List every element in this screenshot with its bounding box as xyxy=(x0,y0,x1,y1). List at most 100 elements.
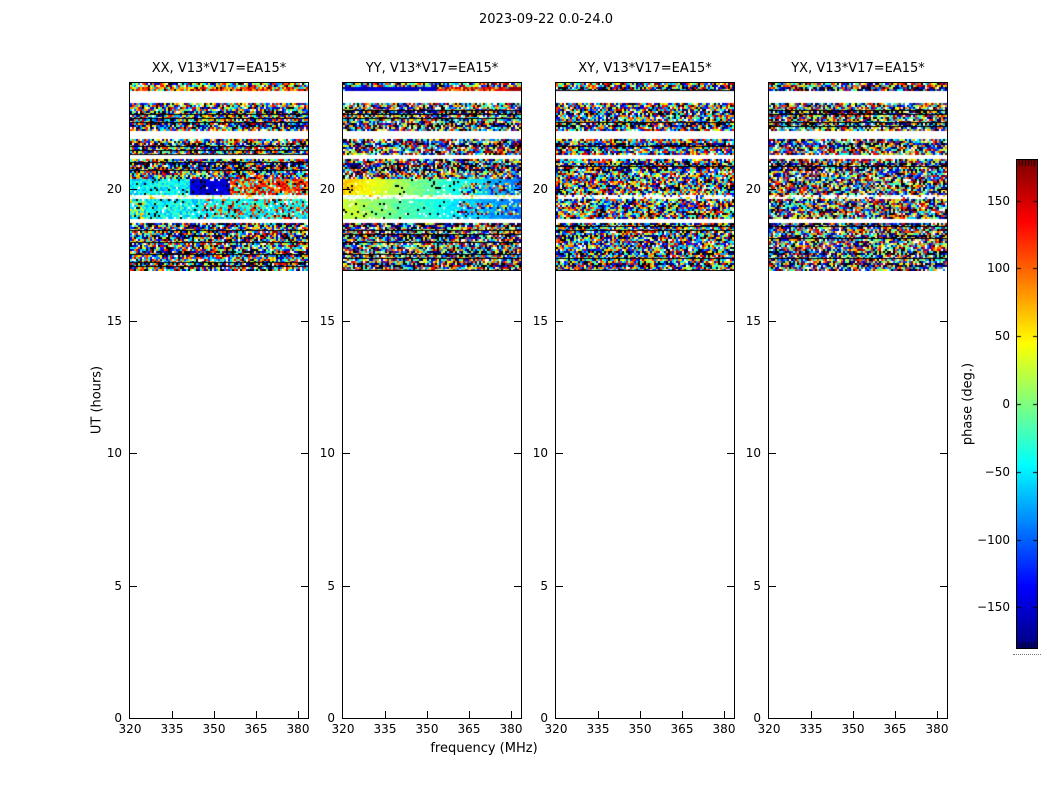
y-tick-label: 5 xyxy=(540,579,548,593)
y-tick-mark xyxy=(343,321,350,322)
x-tick-label: 320 xyxy=(757,722,781,736)
x-tick-mark xyxy=(937,711,938,718)
y-tick-label: 15 xyxy=(319,314,335,328)
y-tick-mark xyxy=(727,189,734,190)
x-tick-mark xyxy=(256,711,257,718)
y-tick-mark xyxy=(727,586,734,587)
y-tick-mark xyxy=(940,321,947,322)
colorbar-dotted-line xyxy=(1013,654,1041,655)
y-tick-mark xyxy=(769,189,776,190)
yy-phase-image xyxy=(343,83,521,271)
colorbar-gradient xyxy=(1017,160,1037,648)
x-tick-label: 350 xyxy=(202,722,226,736)
y-tick-label: 0 xyxy=(327,711,335,725)
x-tick-label: 335 xyxy=(586,722,610,736)
colorbar-tick-label: 50 xyxy=(994,329,1010,343)
y-axis-label: UT (hours) xyxy=(89,365,105,435)
x-tick-label: 365 xyxy=(244,722,268,736)
x-tick-label: 380 xyxy=(925,722,949,736)
x-tick-mark xyxy=(811,711,812,718)
y-tick-label: 15 xyxy=(745,314,761,328)
panel-xx: XX, V13*V17=EA15* xyxy=(129,61,309,719)
y-tick-mark xyxy=(940,453,947,454)
figure-title: 2023-09-22 0.0-24.0 xyxy=(479,12,613,27)
x-tick-mark xyxy=(682,711,683,718)
colorbar-tick-label: 0 xyxy=(1002,397,1010,411)
y-tick-label: 10 xyxy=(106,446,122,460)
x-tick-mark xyxy=(511,711,512,718)
y-tick-mark xyxy=(556,586,563,587)
x-tick-mark xyxy=(640,711,641,718)
y-tick-label: 10 xyxy=(745,446,761,460)
y-tick-label: 15 xyxy=(106,314,122,328)
panel-yx: YX, V13*V17=EA15* xyxy=(768,61,948,719)
y-tick-mark xyxy=(514,189,521,190)
x-tick-mark xyxy=(214,711,215,718)
y-tick-label: 0 xyxy=(114,711,122,725)
x-tick-label: 320 xyxy=(544,722,568,736)
x-tick-label: 320 xyxy=(118,722,142,736)
x-tick-label: 350 xyxy=(628,722,652,736)
xx-phase-image xyxy=(130,83,308,271)
x-tick-label: 350 xyxy=(841,722,865,736)
x-axis-label: frequency (MHz) xyxy=(430,741,538,756)
y-tick-mark xyxy=(727,453,734,454)
y-tick-mark xyxy=(301,586,308,587)
y-tick-mark xyxy=(556,321,563,322)
y-tick-mark xyxy=(769,586,776,587)
x-tick-label: 380 xyxy=(712,722,736,736)
x-tick-label: 335 xyxy=(799,722,823,736)
y-tick-mark xyxy=(343,189,350,190)
xy-phase-image xyxy=(556,83,734,271)
colorbar-tick-label: −100 xyxy=(977,533,1010,547)
colorbar-tick-label: 100 xyxy=(987,261,1010,275)
y-tick-mark xyxy=(727,321,734,322)
y-tick-label: 10 xyxy=(319,446,335,460)
x-tick-mark xyxy=(172,711,173,718)
x-tick-mark xyxy=(298,711,299,718)
y-tick-mark xyxy=(130,586,137,587)
y-tick-mark xyxy=(556,453,563,454)
x-tick-mark xyxy=(853,711,854,718)
y-tick-mark xyxy=(130,189,137,190)
panel-yy: YY, V13*V17=EA15* xyxy=(342,61,522,719)
y-tick-mark xyxy=(301,321,308,322)
x-tick-mark xyxy=(895,711,896,718)
y-tick-label: 20 xyxy=(532,182,548,196)
x-tick-mark xyxy=(469,711,470,718)
y-tick-label: 0 xyxy=(753,711,761,725)
panel-yx-title: YX, V13*V17=EA15* xyxy=(791,61,925,76)
panel-yy-title: YY, V13*V17=EA15* xyxy=(365,61,499,76)
y-tick-label: 20 xyxy=(319,182,335,196)
colorbar-tick-label: −50 xyxy=(984,465,1010,479)
panel-xx-title: XX, V13*V17=EA15* xyxy=(151,61,287,76)
x-tick-label: 320 xyxy=(331,722,355,736)
y-tick-label: 10 xyxy=(532,446,548,460)
x-tick-label: 350 xyxy=(415,722,439,736)
colorbar-tick-label: −150 xyxy=(977,600,1010,614)
y-tick-label: 20 xyxy=(106,182,122,196)
y-tick-mark xyxy=(514,586,521,587)
yx-phase-image xyxy=(769,83,947,271)
y-tick-mark xyxy=(130,321,137,322)
x-tick-label: 365 xyxy=(883,722,907,736)
y-tick-mark xyxy=(514,321,521,322)
y-tick-mark xyxy=(343,586,350,587)
y-tick-label: 20 xyxy=(745,182,761,196)
x-tick-mark xyxy=(724,711,725,718)
y-tick-mark xyxy=(940,586,947,587)
y-tick-label: 5 xyxy=(114,579,122,593)
x-tick-label: 380 xyxy=(499,722,523,736)
colorbar xyxy=(1016,159,1038,649)
y-tick-label: 5 xyxy=(753,579,761,593)
y-tick-mark xyxy=(940,189,947,190)
x-tick-label: 365 xyxy=(670,722,694,736)
y-tick-mark xyxy=(556,189,563,190)
y-tick-mark xyxy=(769,321,776,322)
x-tick-label: 380 xyxy=(286,722,310,736)
colorbar-tick-label: 150 xyxy=(987,194,1010,208)
y-tick-label: 15 xyxy=(532,314,548,328)
x-tick-label: 365 xyxy=(457,722,481,736)
y-tick-mark xyxy=(769,453,776,454)
y-tick-mark xyxy=(301,189,308,190)
